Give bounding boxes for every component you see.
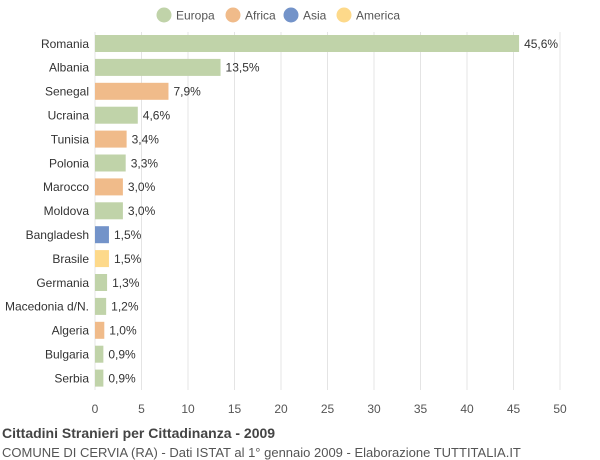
x-tick-label: 35 — [414, 402, 428, 416]
bar — [95, 345, 104, 363]
category-label: Germania — [36, 276, 89, 290]
legend-item-europa: Europa — [156, 7, 215, 23]
bar — [95, 178, 123, 196]
bar — [95, 274, 108, 291]
value-label: 3,3% — [131, 156, 159, 170]
x-tick-label: 40 — [460, 402, 474, 416]
legend-label: America — [356, 9, 400, 23]
bar — [95, 58, 221, 76]
bar-row: Bangladesh 1,5% — [26, 226, 142, 244]
category-label: Moldova — [44, 204, 90, 218]
category-label: Macedonia d/N. — [5, 300, 89, 314]
x-tick-label: 15 — [228, 402, 242, 416]
x-tick-label: 20 — [274, 402, 288, 416]
legend-swatch — [156, 7, 172, 23]
value-label: 3,0% — [128, 204, 156, 218]
value-label: 4,6% — [143, 109, 171, 123]
category-label: Senegal — [45, 85, 89, 99]
legend: Europa Africa Asia America — [156, 7, 400, 23]
bar — [95, 250, 109, 268]
bar — [95, 82, 169, 100]
value-label: 1,5% — [114, 228, 142, 242]
value-label: 1,5% — [114, 252, 142, 266]
bar-row: Moldova 3,0% — [44, 202, 156, 220]
x-tick-label: 50 — [553, 402, 567, 416]
category-label: Serbia — [54, 371, 89, 385]
category-label: Albania — [49, 61, 89, 75]
category-label: Polonia — [49, 156, 89, 170]
value-label: 13,5% — [226, 61, 260, 75]
category-label: Bulgaria — [45, 348, 89, 362]
value-label: 45,6% — [524, 37, 558, 51]
legend-swatch — [283, 7, 299, 23]
bar-row: Tunisia 3,4% — [51, 130, 160, 148]
bar-row: Macedonia d/N. 1,2% — [5, 297, 139, 315]
bar — [95, 35, 520, 52]
value-label: 0,9% — [108, 348, 136, 362]
x-tick-label: 45 — [507, 402, 521, 416]
value-label: 7,9% — [173, 85, 201, 99]
bar-row: Ucraina 4,6% — [48, 106, 171, 124]
bar — [95, 106, 138, 124]
x-tick-label: 5 — [138, 402, 145, 416]
chart: Europa Africa Asia America Romania 45,6% Alba… — [5, 7, 567, 416]
x-tick-label: 25 — [321, 402, 335, 416]
bar-row: Brasile 1,5% — [52, 250, 142, 268]
bar-row: Bulgaria 0,9% — [45, 345, 136, 363]
chart-subtitle: COMUNE DI CERVIA (RA) - Dati ISTAT al 1°… — [2, 445, 521, 460]
category-label: Ucraina — [48, 109, 90, 123]
bars: Romania 45,6%Albania 13,5%Senegal 7,9%Ucrai… — [5, 35, 558, 387]
category-label: Brasile — [52, 252, 89, 266]
legend-swatch — [336, 7, 352, 23]
bar — [95, 202, 123, 220]
x-axis: 0 5 10 15 20 25 30 35 40 45 50 — [92, 402, 567, 416]
value-label: 3,0% — [128, 180, 156, 194]
bar — [95, 369, 104, 387]
bar — [95, 154, 126, 172]
bar-row: Serbia 0,9% — [54, 369, 136, 387]
x-tick-label: 10 — [181, 402, 195, 416]
legend-label: Asia — [303, 9, 327, 23]
legend-item-asia: Asia — [283, 7, 327, 23]
bar-row: Germania 1,3% — [36, 274, 140, 291]
bar — [95, 130, 127, 148]
bar-row: Marocco 3,0% — [43, 178, 156, 196]
category-label: Algeria — [52, 324, 90, 338]
bar — [95, 226, 109, 244]
value-label: 0,9% — [108, 371, 136, 385]
value-label: 1,3% — [112, 276, 140, 290]
value-label: 1,0% — [109, 324, 137, 338]
legend-item-africa: Africa — [225, 7, 276, 23]
category-label: Tunisia — [51, 132, 90, 146]
bar-row: Polonia 3,3% — [49, 154, 159, 172]
bar — [95, 297, 107, 315]
legend-label: Africa — [245, 9, 276, 23]
category-label: Marocco — [43, 180, 89, 194]
chart-title: Cittadini Stranieri per Cittadinanza - 2… — [2, 425, 276, 441]
category-label: Bangladesh — [26, 228, 89, 242]
bar-row: Algeria 1,0% — [52, 321, 137, 339]
bar-row: Senegal 7,9% — [45, 82, 201, 100]
legend-item-america: America — [336, 7, 400, 23]
legend-swatch — [225, 7, 241, 23]
bar-row: Romania 45,6% — [41, 35, 558, 52]
legend-label: Europa — [176, 9, 215, 23]
value-label: 1,2% — [111, 300, 139, 314]
bar-row: Albania 13,5% — [49, 58, 260, 76]
category-label: Romania — [41, 37, 89, 51]
x-tick-label: 30 — [367, 402, 381, 416]
value-label: 3,4% — [132, 132, 160, 146]
bar — [95, 321, 105, 339]
x-tick-label: 0 — [92, 402, 99, 416]
